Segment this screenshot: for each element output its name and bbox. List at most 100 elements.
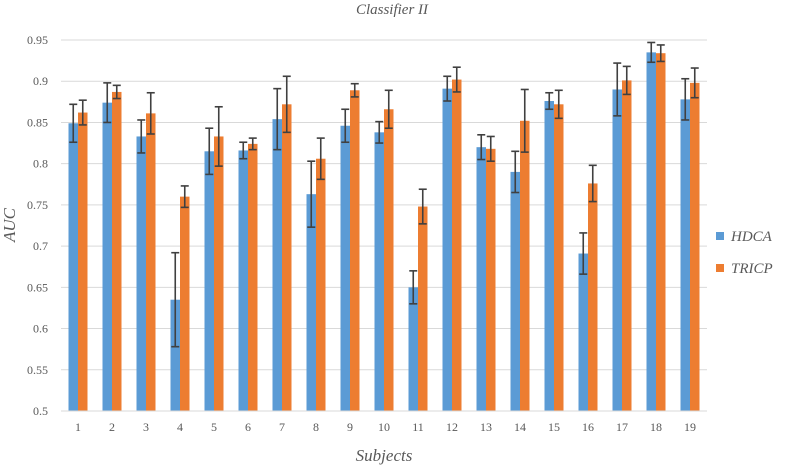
error-bar-tricp-4	[180, 185, 189, 209]
bar-tricp-2	[112, 91, 122, 411]
x-tick-label: 18	[650, 420, 662, 434]
error-bar-tricp-6	[248, 137, 257, 151]
x-tick-label: 6	[245, 420, 251, 434]
error-bar-hdca-8	[307, 160, 316, 228]
error-bar-hdca-14	[511, 150, 520, 194]
bar-hdca-16	[578, 253, 588, 411]
error-bar-hdca-5	[205, 127, 214, 176]
bar-tricp-8	[316, 158, 326, 411]
bar-tricp-6	[248, 143, 258, 411]
error-bar-tricp-16	[588, 164, 597, 203]
error-bar-tricp-17	[622, 65, 631, 96]
chart-title: Classifier II	[356, 2, 429, 18]
x-tick-label: 10	[378, 420, 390, 434]
bar-tricp-14	[520, 120, 530, 411]
y-tick-label: 0.8	[33, 157, 48, 171]
error-bar-tricp-9	[350, 82, 359, 98]
error-bar-tricp-10	[384, 89, 393, 130]
x-tick-label: 15	[548, 420, 560, 434]
error-bar-tricp-18	[656, 44, 665, 63]
x-tick-label: 17	[616, 420, 628, 434]
error-bar-tricp-5	[214, 105, 223, 167]
error-bar-tricp-7	[282, 75, 291, 134]
bar-hdca-5	[204, 151, 214, 412]
legend-item-hdca: HDCA	[716, 229, 773, 245]
bar-hdca-4	[170, 299, 180, 411]
bar-tricp-9	[350, 90, 360, 412]
error-bar-hdca-15	[545, 91, 554, 111]
error-bar-hdca-12	[443, 75, 452, 102]
bar-hdca-18	[646, 52, 656, 411]
y-tick-label: 0.6	[33, 322, 48, 336]
error-bar-tricp-19	[690, 67, 699, 99]
x-axis-ticks: 1 2 3 4 5 6 7 8 9 10 11 12 13 14 15 16 17 18 19	[75, 420, 696, 434]
y-tick-label: 0.55	[27, 363, 48, 377]
x-tick-label: 1	[75, 420, 81, 434]
error-bar-tricp-8	[316, 137, 325, 181]
y-tick-label: 0.95	[27, 33, 48, 47]
y-axis-ticks: 0.5 0.55 0.6 0.65 0.7 0.75 0.8 0.85 0.9 0.95	[27, 33, 48, 418]
y-tick-label: 0.65	[27, 280, 48, 294]
error-bar-hdca-13	[477, 134, 486, 161]
x-tick-label: 12	[446, 420, 458, 434]
bar-hdca-13	[476, 147, 486, 411]
legend-swatch	[716, 232, 724, 240]
bar-hdca-9	[340, 125, 350, 412]
bar-tricp-18	[656, 53, 666, 412]
y-tick-label: 0.5	[33, 404, 48, 418]
x-tick-label: 13	[480, 420, 492, 434]
bar-hdca-3	[136, 136, 146, 411]
legend-item-tricp: TRICP	[716, 261, 773, 277]
bar-tricp-3	[146, 113, 156, 412]
error-bar-tricp-15	[554, 89, 563, 120]
bar-tricp-10	[384, 109, 394, 412]
error-bar-hdca-4	[171, 251, 180, 348]
x-tick-label: 5	[211, 420, 217, 434]
y-axis-title: AUC	[0, 207, 19, 243]
bars	[68, 52, 700, 412]
error-bar-hdca-18	[647, 41, 656, 64]
bar-tricp-19	[690, 82, 700, 412]
error-bar-hdca-17	[613, 62, 622, 117]
error-bar-hdca-16	[579, 232, 588, 275]
error-bar-tricp-3	[146, 91, 155, 135]
error-bar-hdca-1	[69, 103, 78, 144]
bar-hdca-2	[102, 102, 112, 411]
x-tick-label: 2	[109, 420, 115, 434]
error-bar-hdca-10	[375, 120, 384, 144]
x-axis-title: Subjects	[356, 446, 413, 465]
y-tick-label: 0.9	[33, 74, 48, 88]
error-bar-tricp-13	[486, 135, 495, 162]
error-bar-tricp-14	[520, 88, 529, 153]
x-tick-label: 4	[177, 420, 183, 434]
bar-hdca-12	[442, 88, 452, 412]
y-tick-label: 0.7	[33, 239, 48, 253]
x-tick-label: 11	[412, 420, 424, 434]
x-tick-label: 9	[347, 420, 353, 434]
x-tick-label: 8	[313, 420, 319, 434]
bar-tricp-16	[588, 183, 598, 411]
bar-tricp-7	[282, 104, 292, 411]
legend-label: HDCA	[730, 229, 773, 245]
legend-swatch	[716, 264, 724, 272]
bar-hdca-10	[374, 132, 384, 412]
bar-hdca-15	[544, 101, 554, 412]
error-bar-tricp-12	[452, 66, 461, 93]
x-tick-label: 14	[514, 420, 526, 434]
error-bar-hdca-3	[137, 119, 146, 154]
bar-hdca-1	[68, 123, 78, 411]
legend-label: TRICP	[731, 261, 773, 277]
x-tick-label: 7	[279, 420, 285, 434]
bar-hdca-19	[680, 99, 690, 412]
error-bar-hdca-6	[239, 141, 248, 160]
error-bar-tricp-2	[112, 84, 121, 100]
y-tick-label: 0.85	[27, 115, 48, 129]
bar-hdca-7	[272, 119, 282, 411]
error-bar-hdca-2	[103, 82, 112, 124]
error-bar-hdca-7	[273, 87, 282, 151]
error-bars	[69, 41, 699, 348]
bar-tricp-17	[622, 80, 632, 412]
bar-hdca-6	[238, 150, 248, 411]
